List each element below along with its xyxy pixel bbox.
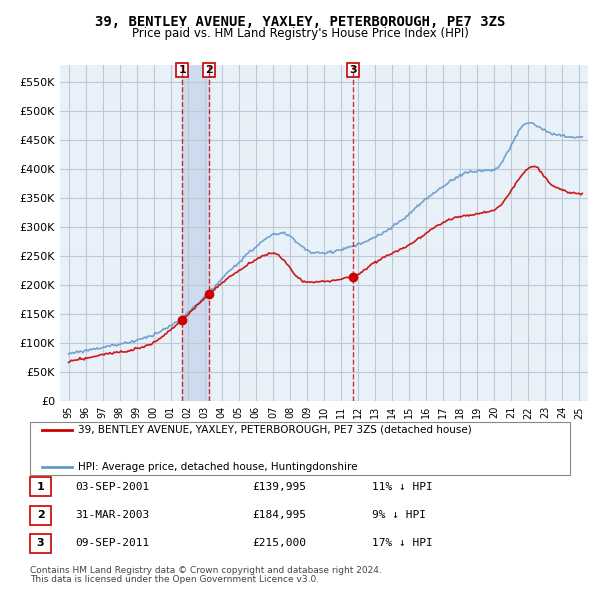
Text: 3: 3: [349, 65, 356, 75]
Text: 1: 1: [178, 65, 186, 75]
Text: Contains HM Land Registry data © Crown copyright and database right 2024.: Contains HM Land Registry data © Crown c…: [30, 566, 382, 575]
Text: 17% ↓ HPI: 17% ↓ HPI: [372, 539, 433, 548]
Text: 39, BENTLEY AVENUE, YAXLEY, PETERBOROUGH, PE7 3ZS (detached house): 39, BENTLEY AVENUE, YAXLEY, PETERBOROUGH…: [78, 425, 472, 434]
Text: 2: 2: [205, 65, 213, 75]
Text: £215,000: £215,000: [252, 539, 306, 548]
Text: 03-SEP-2001: 03-SEP-2001: [75, 482, 149, 491]
Text: HPI: Average price, detached house, Huntingdonshire: HPI: Average price, detached house, Hunt…: [78, 463, 358, 472]
Text: £139,995: £139,995: [252, 482, 306, 491]
Bar: [182, 65, 209, 401]
Text: 11% ↓ HPI: 11% ↓ HPI: [372, 482, 433, 491]
Text: 39, BENTLEY AVENUE, YAXLEY, PETERBOROUGH, PE7 3ZS: 39, BENTLEY AVENUE, YAXLEY, PETERBOROUGH…: [95, 15, 505, 29]
Text: £184,995: £184,995: [252, 510, 306, 520]
Text: 09-SEP-2011: 09-SEP-2011: [75, 539, 149, 548]
Text: Price paid vs. HM Land Registry's House Price Index (HPI): Price paid vs. HM Land Registry's House …: [131, 27, 469, 40]
Text: 3: 3: [37, 539, 44, 548]
Text: 1: 1: [37, 482, 44, 491]
Text: 9% ↓ HPI: 9% ↓ HPI: [372, 510, 426, 520]
Text: 31-MAR-2003: 31-MAR-2003: [75, 510, 149, 520]
Text: This data is licensed under the Open Government Licence v3.0.: This data is licensed under the Open Gov…: [30, 575, 319, 584]
Text: 2: 2: [37, 510, 44, 520]
